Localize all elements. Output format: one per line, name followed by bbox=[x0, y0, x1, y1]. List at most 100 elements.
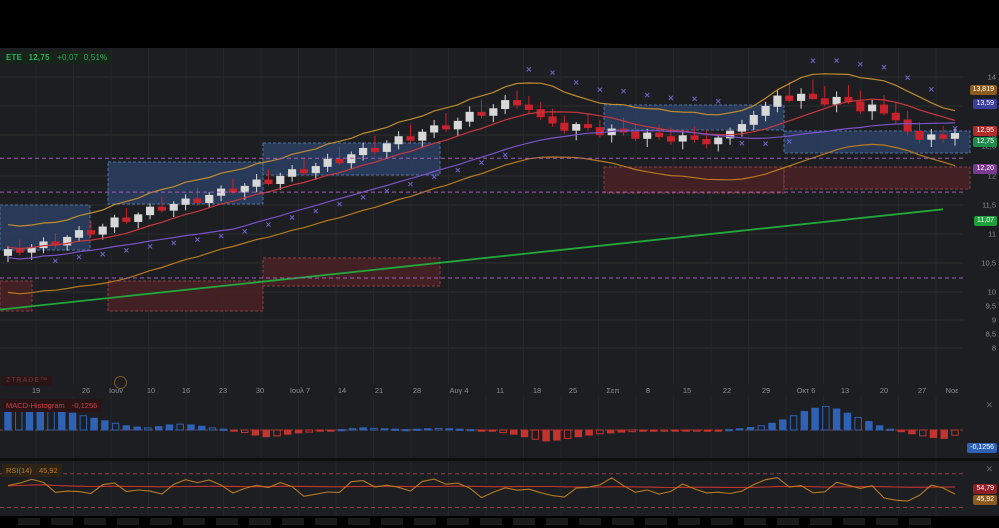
candlestick[interactable] bbox=[15, 239, 24, 256]
price-axis[interactable]: 1413,51312,51211,51110,5109,598,5813,819… bbox=[963, 48, 999, 393]
candlestick[interactable] bbox=[86, 221, 95, 238]
candlestick[interactable] bbox=[773, 90, 782, 113]
macd-value-pill[interactable]: -0,1256 bbox=[967, 443, 997, 453]
toolbar-item[interactable] bbox=[249, 518, 271, 525]
candlestick[interactable] bbox=[3, 246, 13, 263]
candlestick[interactable] bbox=[418, 128, 427, 148]
toolbar-item[interactable] bbox=[513, 518, 535, 525]
candlestick[interactable] bbox=[501, 95, 510, 115]
candlestick[interactable] bbox=[441, 113, 451, 133]
candlestick[interactable] bbox=[157, 196, 166, 213]
rsi-value-pill[interactable]: 45,92 bbox=[973, 495, 997, 505]
toolbar-item[interactable] bbox=[645, 518, 667, 525]
ma-green-pill[interactable]: 11,07 bbox=[974, 216, 997, 226]
candlestick[interactable] bbox=[583, 114, 593, 132]
toolbar-item[interactable] bbox=[843, 518, 865, 525]
candlestick[interactable] bbox=[879, 95, 889, 116]
candlestick[interactable] bbox=[702, 130, 711, 149]
candlestick[interactable] bbox=[678, 132, 687, 150]
macd-legend[interactable]: MACD-Histogram -0,1256 bbox=[2, 399, 102, 412]
candlestick[interactable] bbox=[761, 101, 770, 122]
bottom-toolbar[interactable] bbox=[0, 516, 999, 528]
candlestick[interactable] bbox=[595, 119, 604, 138]
candlestick[interactable] bbox=[856, 90, 865, 115]
toolbar-item[interactable] bbox=[18, 518, 40, 525]
candlestick[interactable] bbox=[382, 140, 391, 159]
candlestick[interactable] bbox=[749, 110, 758, 131]
toolbar-item[interactable] bbox=[678, 518, 700, 525]
candlestick[interactable] bbox=[193, 187, 202, 206]
resistance-zone[interactable] bbox=[783, 166, 971, 190]
toolbar-item[interactable] bbox=[282, 518, 304, 525]
candlestick[interactable] bbox=[477, 99, 486, 119]
candlestick[interactable] bbox=[264, 169, 273, 186]
toolbar-item[interactable] bbox=[117, 518, 139, 525]
candlestick[interactable] bbox=[98, 223, 107, 240]
candlestick[interactable] bbox=[181, 194, 190, 211]
toolbar-item[interactable] bbox=[414, 518, 436, 525]
candlestick[interactable] bbox=[560, 115, 569, 134]
candlestick[interactable] bbox=[927, 128, 936, 148]
toolbar-item[interactable] bbox=[447, 518, 469, 525]
candlestick[interactable] bbox=[643, 128, 652, 148]
resistance-zone[interactable] bbox=[603, 166, 785, 194]
candlestick[interactable] bbox=[406, 124, 415, 143]
candlestick[interactable] bbox=[169, 201, 178, 218]
candlestick[interactable] bbox=[631, 123, 640, 142]
candlestick[interactable] bbox=[122, 207, 131, 224]
rsi-pane[interactable] bbox=[0, 461, 999, 516]
toolbar-item[interactable] bbox=[546, 518, 568, 525]
toolbar-item[interactable] bbox=[876, 518, 898, 525]
candlestick[interactable] bbox=[453, 117, 462, 136]
candlestick[interactable] bbox=[370, 135, 380, 155]
candlestick[interactable] bbox=[288, 165, 297, 182]
candlestick[interactable] bbox=[797, 88, 806, 109]
macd-close-icon[interactable]: ✕ bbox=[985, 400, 993, 410]
candlestick[interactable] bbox=[524, 95, 533, 114]
candlestick[interactable] bbox=[299, 158, 309, 176]
toolbar-item[interactable] bbox=[909, 518, 931, 525]
toolbar-item[interactable] bbox=[381, 518, 403, 525]
toolbar-item[interactable] bbox=[480, 518, 502, 525]
candlestick[interactable] bbox=[394, 131, 403, 150]
macd-axis[interactable]: -0,1256 bbox=[963, 396, 999, 458]
toolbar-item[interactable] bbox=[315, 518, 337, 525]
candlestick[interactable] bbox=[714, 134, 723, 152]
candlestick[interactable] bbox=[572, 122, 581, 141]
toolbar-item[interactable] bbox=[744, 518, 766, 525]
candlestick[interactable] bbox=[512, 90, 522, 109]
toolbar-item[interactable] bbox=[51, 518, 73, 525]
toolbar-item[interactable] bbox=[216, 518, 238, 525]
toolbar-item[interactable] bbox=[183, 518, 205, 525]
ma-red-pill[interactable]: 12,95 bbox=[973, 126, 997, 136]
candlestick[interactable] bbox=[110, 214, 119, 233]
macd-pane[interactable] bbox=[0, 396, 999, 458]
upper-band-pill[interactable]: 13,819 bbox=[969, 85, 997, 95]
candlestick[interactable] bbox=[276, 172, 285, 190]
candlestick[interactable] bbox=[536, 101, 545, 120]
symbol-legend[interactable]: ETE 12,75 +0,07 0,51% bbox=[2, 51, 112, 64]
candlestick[interactable] bbox=[430, 119, 439, 138]
candlestick[interactable] bbox=[820, 86, 829, 107]
candlestick[interactable] bbox=[891, 103, 900, 125]
candlestick[interactable] bbox=[252, 174, 261, 193]
candlestick[interactable] bbox=[134, 212, 143, 229]
price-chart-pane[interactable] bbox=[0, 48, 999, 393]
candlestick[interactable] bbox=[74, 226, 84, 242]
candlestick[interactable] bbox=[489, 104, 498, 123]
candlestick[interactable] bbox=[205, 192, 214, 208]
candlestick[interactable] bbox=[359, 142, 368, 161]
candlestick[interactable] bbox=[654, 124, 664, 141]
candlestick[interactable] bbox=[950, 127, 960, 146]
candlestick[interactable] bbox=[240, 183, 249, 200]
rsi-close-icon[interactable]: ✕ bbox=[985, 464, 993, 474]
toolbar-item[interactable] bbox=[579, 518, 601, 525]
toolbar-item[interactable] bbox=[810, 518, 832, 525]
rsi-axis[interactable]: 54,79 45,92 bbox=[963, 461, 999, 516]
candlestick[interactable] bbox=[808, 79, 818, 100]
rsi-value-pill[interactable]: 54,79 bbox=[973, 484, 997, 494]
toolbar-item[interactable] bbox=[150, 518, 172, 525]
toolbar-item[interactable] bbox=[777, 518, 799, 525]
candlestick[interactable] bbox=[690, 126, 699, 143]
candlestick[interactable] bbox=[832, 91, 841, 113]
